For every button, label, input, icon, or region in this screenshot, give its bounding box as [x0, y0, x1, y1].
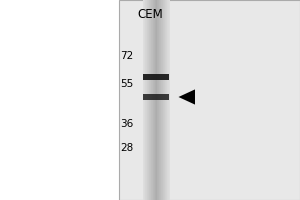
Bar — [167, 0, 168, 200]
Text: 36: 36 — [120, 119, 134, 129]
Bar — [158, 0, 159, 200]
Bar — [147, 0, 148, 200]
Bar — [150, 0, 151, 200]
Bar — [161, 0, 162, 200]
Bar — [153, 0, 154, 200]
Bar — [151, 0, 152, 200]
Bar — [159, 0, 160, 200]
Bar — [143, 74, 169, 80]
Bar — [165, 0, 166, 200]
Text: 55: 55 — [120, 79, 134, 89]
Polygon shape — [178, 89, 195, 105]
Bar — [166, 0, 167, 200]
Bar — [118, 0, 300, 200]
Bar — [155, 0, 156, 200]
Bar — [154, 0, 155, 200]
Bar — [145, 0, 146, 200]
Bar — [160, 0, 161, 200]
Bar — [144, 0, 145, 200]
Text: 28: 28 — [120, 143, 134, 153]
Bar — [156, 0, 157, 200]
Bar — [142, 0, 143, 200]
Bar — [168, 0, 169, 200]
Bar — [164, 0, 165, 200]
Bar — [149, 0, 150, 200]
Bar — [162, 0, 163, 200]
Text: CEM: CEM — [137, 7, 163, 21]
Bar — [152, 0, 153, 200]
Bar — [143, 0, 144, 200]
Text: 72: 72 — [120, 51, 134, 61]
Bar — [143, 94, 169, 100]
Bar — [163, 0, 164, 200]
Bar — [148, 0, 149, 200]
